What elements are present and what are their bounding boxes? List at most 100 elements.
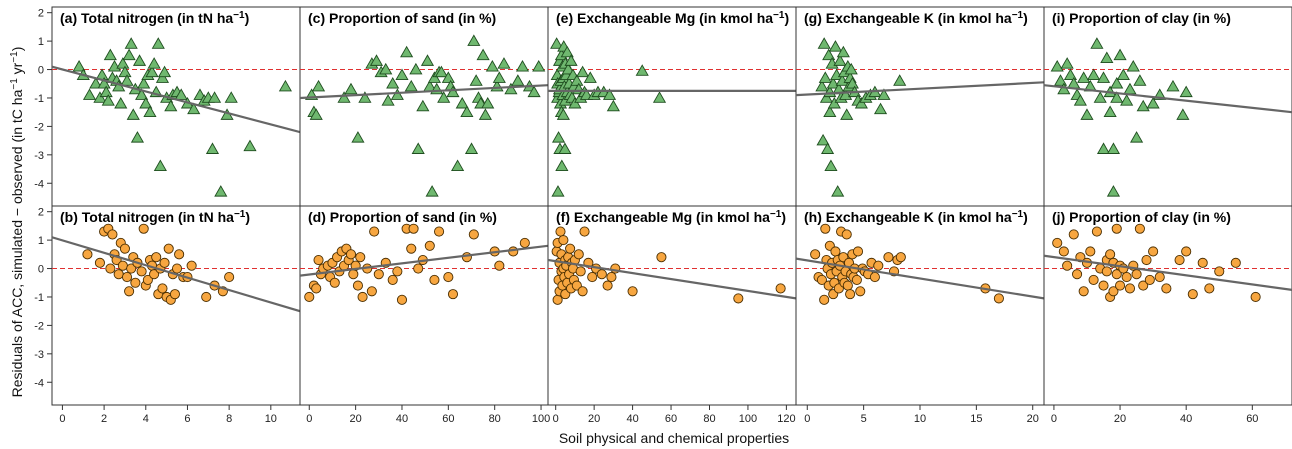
data-point-triangle (1080, 108, 1094, 120)
x-tick-label: 4 (143, 413, 149, 425)
data-point-circle (775, 283, 786, 294)
data-point-triangle (116, 57, 130, 69)
data-point-triangle (93, 91, 107, 103)
data-point-triangle (441, 71, 455, 83)
data-point-triangle (139, 96, 153, 109)
x-tick-label: 120 (777, 413, 795, 425)
data-point-circle (408, 223, 419, 234)
data-point-circle (845, 289, 856, 300)
data-point-circle (113, 269, 124, 280)
data-point-triangle (1179, 85, 1193, 98)
data-point-triangle (828, 40, 843, 52)
data-point-circle (163, 243, 174, 254)
data-point-circle (816, 274, 827, 285)
data-point-triangle (561, 62, 575, 75)
panel-frame (51, 6, 301, 207)
regression-line (1044, 254, 1292, 291)
data-point-circle (820, 223, 831, 234)
data-point-circle (869, 272, 880, 283)
data-point-triangle (1093, 91, 1107, 103)
panel-top-4: (i) Proportion of clay (in %) (1043, 6, 1292, 207)
data-point-triangle (118, 65, 132, 78)
data-point-triangle (207, 91, 222, 103)
data-point-circle (1181, 246, 1192, 257)
data-point-circle (126, 263, 137, 274)
data-point-triangle (568, 96, 582, 109)
data-point-triangle (467, 34, 481, 46)
data-point-circle (105, 263, 116, 274)
data-point-circle (1131, 269, 1142, 280)
data-point-triangle (420, 54, 435, 66)
panel-title-superscript: −1 (773, 10, 785, 21)
data-point-circle (627, 286, 638, 297)
x-tick-label: 40 (396, 413, 408, 425)
data-point-triangle (278, 79, 292, 92)
x-tick-label: 15 (970, 413, 982, 425)
data-point-triangle (464, 142, 479, 154)
panel-title: (h) Exchangeable K (in kmol ha−1) (804, 209, 1028, 226)
data-point-triangle (550, 37, 564, 49)
panel-title-superscript: −1 (233, 10, 245, 21)
data-point-triangle (114, 96, 128, 109)
panel-title: (b) Total nitrogen (in tN ha−1) (60, 209, 250, 226)
x-tick-label: 20 (588, 413, 600, 425)
y-axis-label-superscript: −1 (9, 51, 20, 63)
panel-bottom-2: (f) Exchangeable Mg (in kmol ha−1) (547, 205, 797, 406)
panel-title: (d) Proportion of sand (in %) (308, 209, 497, 225)
data-point-circle (1068, 229, 1079, 240)
data-point-triangle (515, 59, 530, 72)
data-point-circle (468, 229, 479, 240)
data-point-triangle (460, 105, 474, 117)
data-point-triangle (1166, 79, 1180, 92)
data-point-triangle (877, 88, 891, 100)
data-point-triangle (492, 71, 506, 83)
x-axis-ticks: 0 2 4 6 8 10 0 20 40 60 80 100 0 20 40 60 80 100 120 0 5 10 15… (59, 405, 1258, 425)
data-point-triangle (1100, 51, 1114, 63)
x-tick-label: 0 (804, 413, 810, 425)
data-points (815, 37, 907, 197)
data-point-triangle (1063, 68, 1078, 81)
data-point-triangle (309, 108, 323, 120)
data-point-triangle (652, 91, 667, 103)
data-point-triangle (379, 62, 393, 75)
x-tick-label: 100 (532, 413, 550, 425)
data-point-circle (138, 223, 149, 234)
data-points (82, 223, 235, 305)
y-tick-label: 1 (38, 36, 44, 48)
panel-frame (1043, 205, 1292, 406)
x-tick-label: 6 (184, 413, 190, 425)
panel-title-text: (h) Exchangeable K (in kmol ha (804, 209, 1012, 225)
regression-line (52, 236, 300, 313)
panel-title-text: ) (245, 209, 250, 225)
data-point-triangle (1113, 48, 1127, 61)
data-point-triangle (145, 65, 159, 78)
data-point-triangle (831, 185, 845, 197)
data-point-triangle (369, 54, 384, 66)
data-point-circle (1121, 272, 1132, 283)
data-point-circle (186, 260, 197, 271)
data-point-circle (392, 266, 403, 277)
data-point-circle (1052, 237, 1063, 249)
data-point-circle (171, 263, 183, 274)
panel-title-superscript: −1 (770, 209, 782, 220)
panel-title: (g) Exchangeable K (in kmol ha−1) (804, 10, 1028, 27)
data-point-triangle (122, 48, 136, 61)
x-tick-label: 20 (1027, 413, 1039, 425)
data-point-triangle (1087, 68, 1101, 81)
panel-title-superscript: −1 (234, 209, 246, 220)
y-tick-label: -3 (34, 349, 44, 361)
data-point-triangle (1110, 91, 1124, 103)
data-point-circle (508, 246, 519, 257)
regression-line (796, 257, 1044, 300)
data-point-circle (224, 272, 235, 283)
regression-line (796, 81, 1044, 97)
x-tick-label: 40 (1180, 413, 1192, 425)
data-point-circle (1091, 226, 1102, 237)
x-tick-label: 60 (665, 413, 677, 425)
data-point-circle (1111, 269, 1122, 280)
data-point-triangle (527, 85, 541, 98)
y-tick-label: -2 (34, 121, 44, 133)
data-point-triangle (1130, 131, 1144, 143)
data-point-circle (348, 269, 359, 280)
data-point-circle (519, 237, 530, 249)
